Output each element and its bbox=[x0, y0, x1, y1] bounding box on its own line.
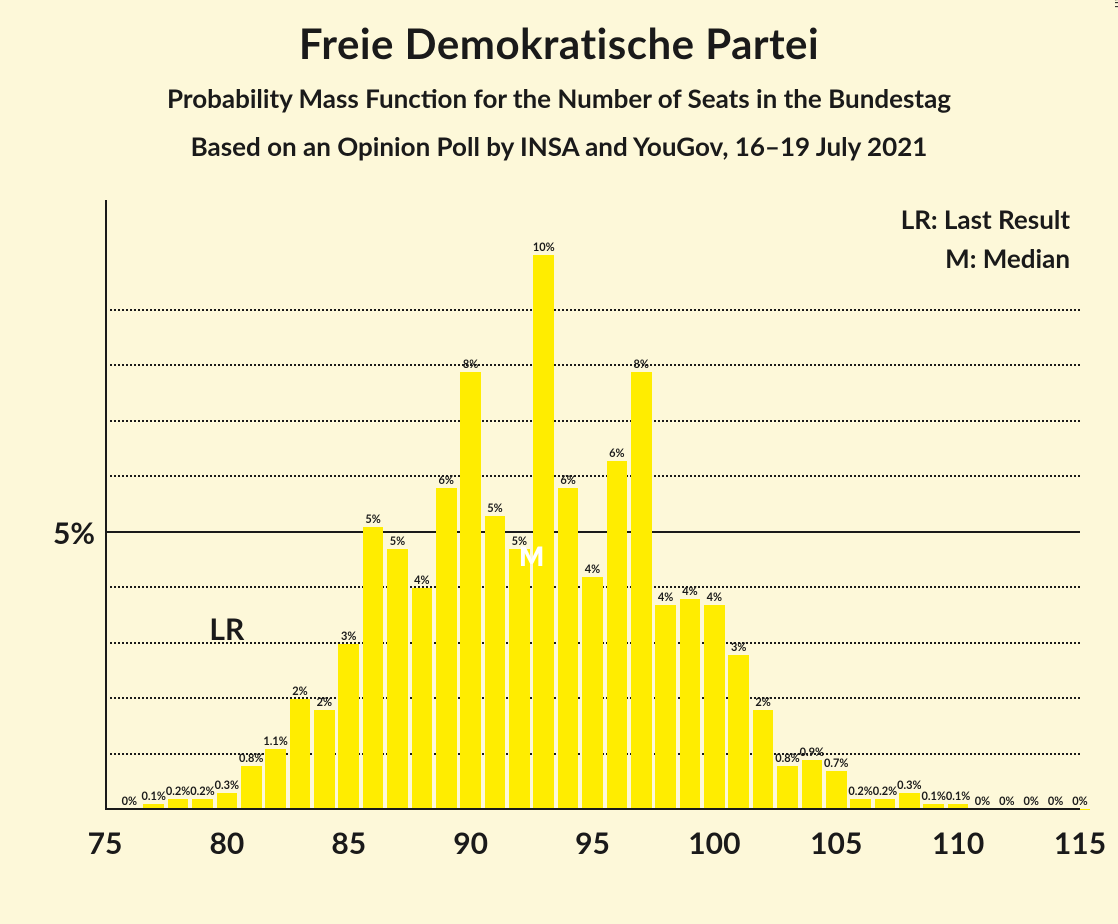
bar: 0.8% bbox=[241, 766, 262, 810]
x-tick-label: 100 bbox=[688, 825, 740, 861]
bar-value-label: 0% bbox=[1048, 795, 1063, 808]
bar-value-label: 5% bbox=[487, 502, 502, 515]
bar-value-label: 0.8% bbox=[775, 752, 799, 765]
bar: 4% bbox=[655, 605, 676, 810]
bar: 3% bbox=[338, 644, 359, 810]
bar-value-label: 0% bbox=[975, 795, 990, 808]
bar: 4% bbox=[680, 599, 701, 810]
bar-value-label: 5% bbox=[390, 535, 405, 548]
bar-value-label: 0% bbox=[1024, 795, 1039, 808]
bar: 8% bbox=[460, 372, 481, 810]
copyright-text: © 2021 Filip van Laenen bbox=[1112, 0, 1118, 8]
x-tick-label: 80 bbox=[209, 825, 244, 861]
x-axis-line bbox=[105, 808, 1080, 810]
bar: 4% bbox=[412, 588, 433, 810]
bar: 2% bbox=[314, 710, 335, 810]
bar-value-label: 10% bbox=[533, 241, 555, 254]
bar: 6% bbox=[436, 488, 457, 810]
bar-value-label: 6% bbox=[439, 474, 454, 487]
x-tick-label: 110 bbox=[932, 825, 984, 861]
bar: 5% bbox=[387, 549, 408, 810]
bar-value-label: 2% bbox=[292, 685, 307, 698]
bar-value-label: 5% bbox=[365, 513, 380, 526]
bar: 6% bbox=[607, 461, 628, 810]
bar-value-label: 0.1% bbox=[946, 790, 970, 803]
bar-value-label: 0% bbox=[999, 795, 1014, 808]
bar-value-label: 3% bbox=[341, 630, 356, 643]
chart-subtitle-2: Based on an Opinion Poll by INSA and You… bbox=[0, 130, 1118, 162]
bar-value-label: 0.3% bbox=[215, 779, 239, 792]
bar-value-label: 4% bbox=[658, 591, 673, 604]
bar-value-label: 0.1% bbox=[922, 790, 946, 803]
bar-value-label: 0.2% bbox=[873, 785, 897, 798]
plot-area: LR: Last Result M: Median 0%0.1%0.2%0.2%… bbox=[105, 200, 1080, 810]
bar: 5% bbox=[485, 516, 506, 810]
x-tick-label: 105 bbox=[810, 825, 862, 861]
bar-value-label: 8% bbox=[634, 358, 649, 371]
bar: 10% bbox=[533, 255, 554, 810]
x-tick-label: 75 bbox=[88, 825, 123, 861]
x-tick-label: 115 bbox=[1054, 825, 1106, 861]
bar-value-label: 0.2% bbox=[166, 785, 190, 798]
bar-value-label: 0.3% bbox=[897, 779, 921, 792]
bar: 3% bbox=[728, 655, 749, 810]
bar: 0.8% bbox=[777, 766, 798, 810]
bar-value-label: 3% bbox=[731, 641, 746, 654]
bar-value-label: 0.1% bbox=[142, 790, 166, 803]
marker-median: M bbox=[519, 540, 544, 572]
bar-value-label: 0.7% bbox=[824, 757, 848, 770]
bar: 0.7% bbox=[826, 771, 847, 810]
bar-value-label: 2% bbox=[755, 696, 770, 709]
chart-title: Freie Demokratische Partei bbox=[0, 18, 1118, 68]
bar-value-label: 0% bbox=[122, 795, 137, 808]
bar: 8% bbox=[631, 372, 652, 810]
chart-subtitle-1: Probability Mass Function for the Number… bbox=[0, 82, 1118, 114]
bar: 5% bbox=[509, 549, 530, 810]
bar: 0.9% bbox=[802, 760, 823, 810]
bar: 2% bbox=[753, 710, 774, 810]
bar-value-label: 8% bbox=[463, 358, 478, 371]
x-tick-label: 90 bbox=[453, 825, 488, 861]
marker-last-result: LR bbox=[209, 611, 244, 647]
bar: 5% bbox=[363, 527, 384, 810]
bar-value-label: 1.1% bbox=[263, 735, 287, 748]
chart-area: LR: Last Result M: Median 0%0.1%0.2%0.2%… bbox=[0, 185, 1118, 865]
y-axis-line bbox=[105, 200, 107, 810]
bar-value-label: 0.8% bbox=[239, 752, 263, 765]
bar-value-label: 4% bbox=[707, 591, 722, 604]
bar-value-label: 4% bbox=[585, 563, 600, 576]
x-tick-label: 85 bbox=[331, 825, 366, 861]
bars-container: 0%0.1%0.2%0.2%0.3%0.8%1.1%2%2%3%5%5%4%6%… bbox=[105, 200, 1080, 810]
bar: 1.1% bbox=[265, 749, 286, 810]
bar: 6% bbox=[558, 488, 579, 810]
y-axis-label: 5% bbox=[53, 515, 95, 551]
bar: 4% bbox=[704, 605, 725, 810]
bar-value-label: 0.2% bbox=[848, 785, 872, 798]
title-block: Freie Demokratische Partei Probability M… bbox=[0, 0, 1118, 162]
bar-value-label: 0.2% bbox=[190, 785, 214, 798]
bar-value-label: 4% bbox=[414, 574, 429, 587]
bar: 4% bbox=[582, 577, 603, 810]
bar-value-label: 2% bbox=[317, 696, 332, 709]
bar-value-label: 6% bbox=[609, 447, 624, 460]
x-tick-label: 95 bbox=[575, 825, 610, 861]
bar-value-label: 0.9% bbox=[800, 746, 824, 759]
x-axis: 7580859095100105110115 bbox=[105, 817, 1080, 865]
page-root: © 2021 Filip van Laenen Freie Demokratis… bbox=[0, 0, 1118, 924]
bar-value-label: 4% bbox=[682, 585, 697, 598]
bar-value-label: 0% bbox=[1072, 795, 1087, 808]
bar: 2% bbox=[290, 699, 311, 810]
bar-value-label: 6% bbox=[560, 474, 575, 487]
